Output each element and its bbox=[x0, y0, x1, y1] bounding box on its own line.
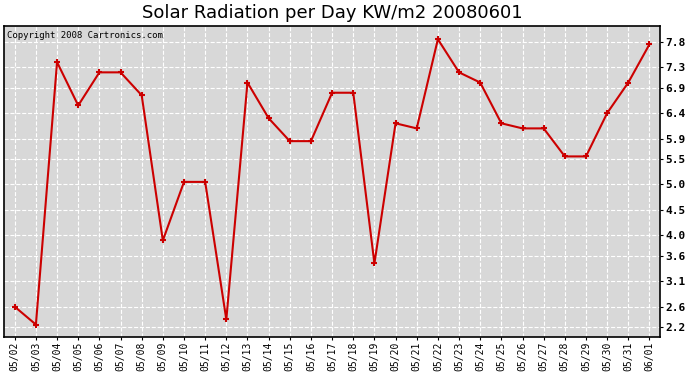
Text: Copyright 2008 Cartronics.com: Copyright 2008 Cartronics.com bbox=[8, 31, 164, 40]
Title: Solar Radiation per Day KW/m2 20080601: Solar Radiation per Day KW/m2 20080601 bbox=[141, 4, 522, 22]
